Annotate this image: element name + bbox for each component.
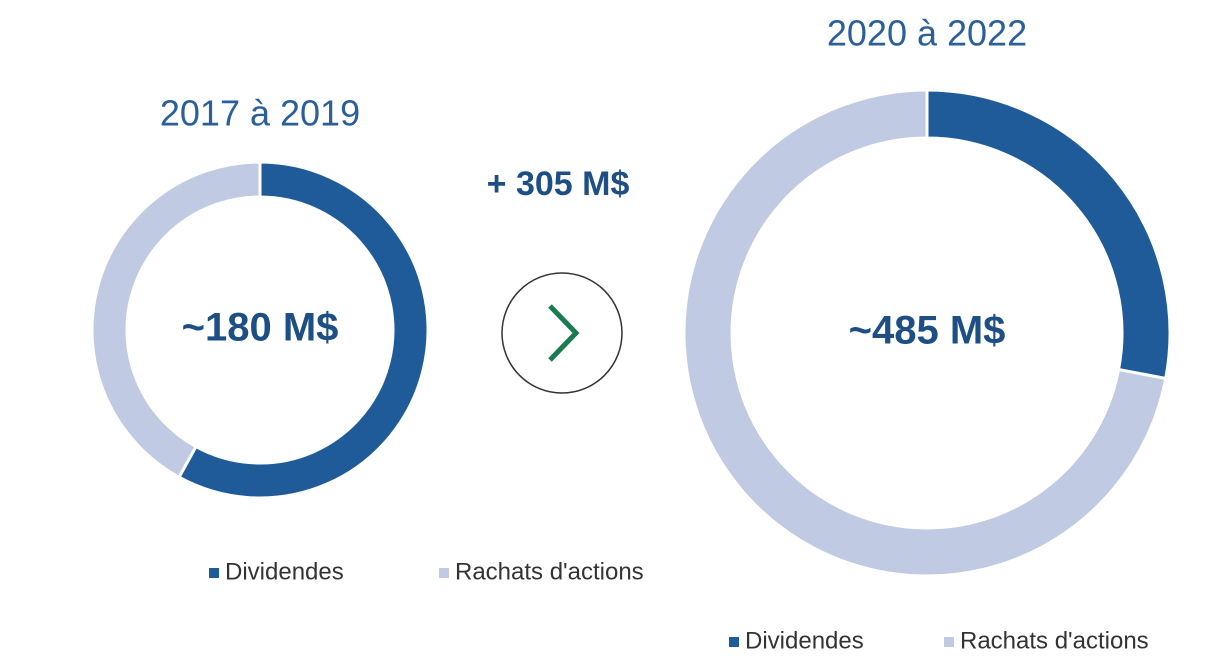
donut-segment [90,160,262,480]
arrow-chevron [548,304,580,362]
annotation: + 305 M$ [487,165,630,203]
legend-marker [944,637,954,647]
legend-marker [729,637,739,647]
donut-segment [177,160,430,500]
legend-label: Rachats d'actions [455,558,644,585]
center-label: ~180 M$ [182,306,339,350]
legend-label: Dividendes [745,627,864,654]
arrow-circle [501,272,623,394]
legend-label: Dividendes [225,558,344,585]
legend-marker [439,568,449,578]
chart-title: 2017 à 2019 [160,93,360,134]
chart-title: 2020 à 2022 [827,13,1027,54]
donut-segment [682,88,1168,578]
legend-marker [209,568,219,578]
legend-label: Rachats d'actions [960,627,1149,654]
center-label: ~485 M$ [849,309,1006,353]
